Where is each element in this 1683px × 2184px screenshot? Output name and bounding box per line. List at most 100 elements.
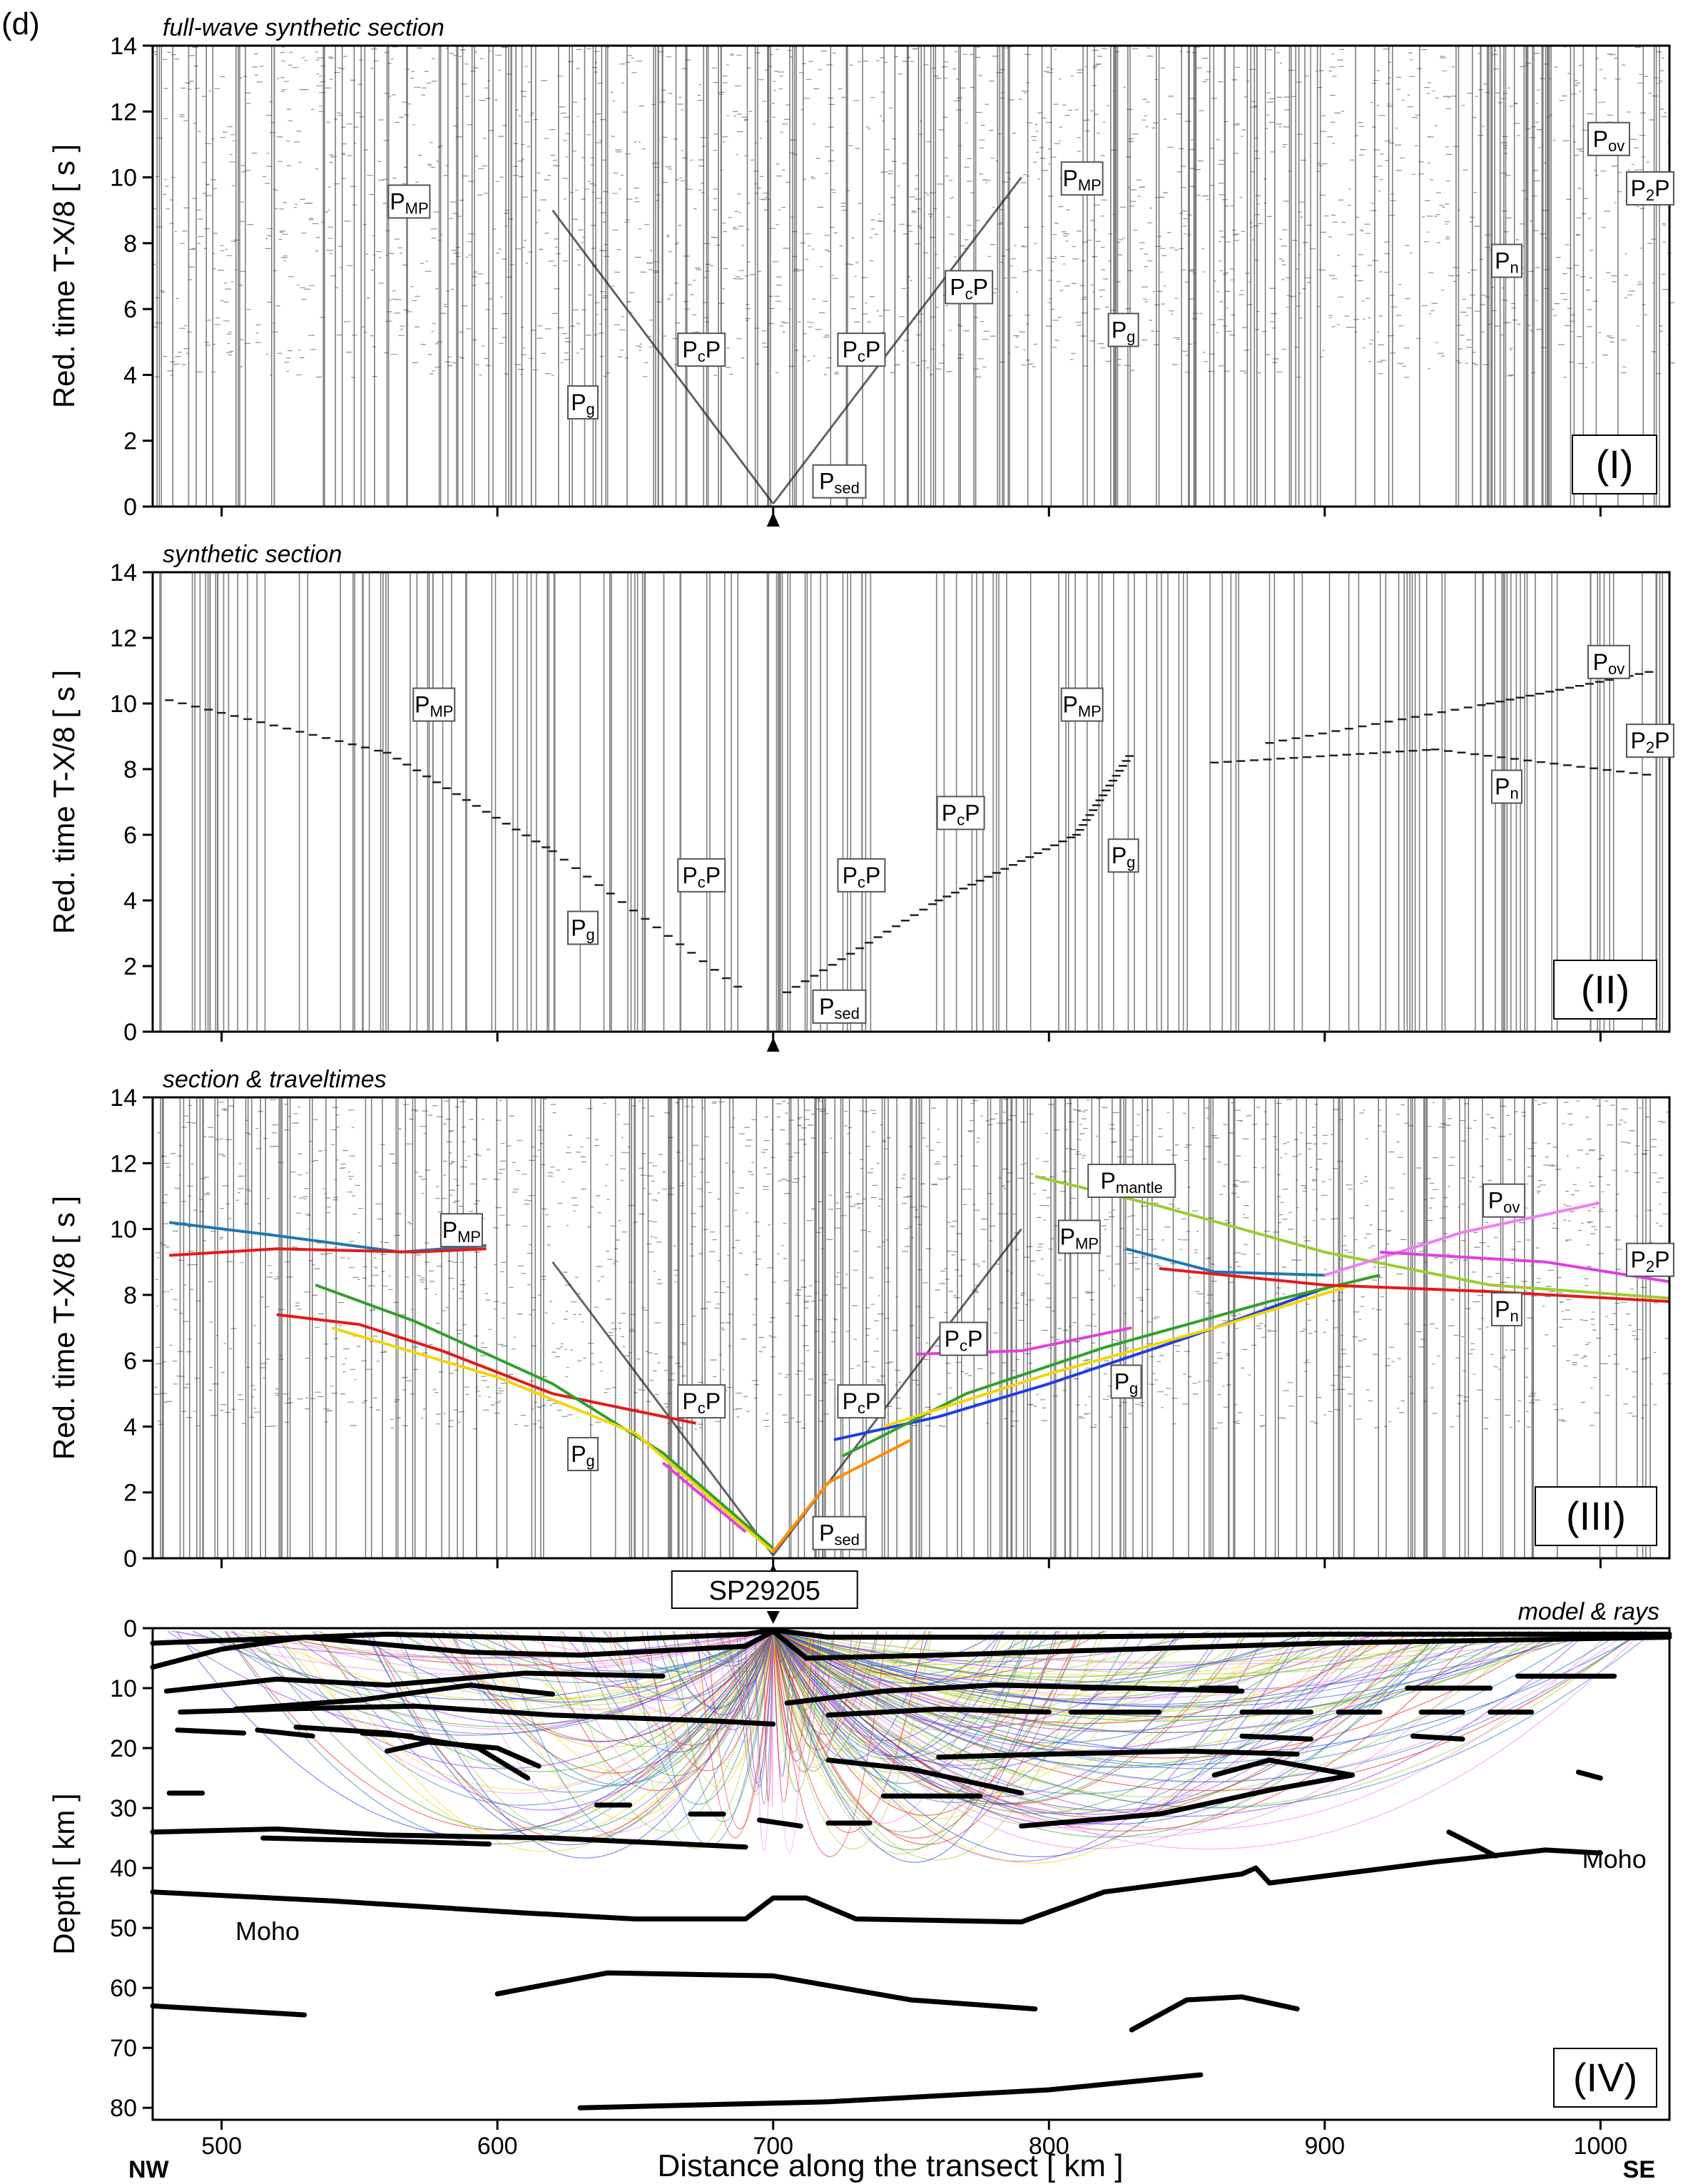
phase-label-box: [1625, 171, 1674, 206]
trace-group: [159, 572, 1664, 1032]
phase-label-text: PcP: [945, 1326, 983, 1354]
phase-label-text: Pov: [1593, 126, 1625, 155]
ray-path: [538, 1630, 774, 1792]
ray-path: [773, 1629, 1505, 1705]
phase-label-box: [1490, 769, 1522, 804]
y-tick-label: 20: [110, 1735, 137, 1762]
panel-section-traveltimes: 0 2 4 6 8 10 12 14 section & traveltimes Red. tim…: [47, 1066, 1674, 1578]
y-tick-label: 8: [123, 230, 137, 258]
phase-label-text: Pg: [571, 1441, 595, 1470]
model-interface: [1446, 1829, 1498, 1859]
traveltime-curve: [772, 1438, 912, 1553]
ray-path: [773, 1630, 1642, 1782]
y-tick-label: 14: [110, 33, 137, 60]
ray-path: [641, 1630, 774, 1772]
ray-path: [773, 1630, 1559, 1759]
plot-frame: [151, 1627, 1671, 2121]
ray-path: [773, 1630, 795, 1803]
y-tick-label: 4: [123, 888, 137, 915]
ray-path: [773, 1630, 1473, 1768]
phase-subscript: g: [1127, 853, 1135, 871]
phase-subscript: sed: [834, 1005, 859, 1022]
phase-suffix: P: [865, 337, 880, 362]
phase-label-text: Pg: [571, 915, 595, 943]
phase-suffix: P: [965, 800, 980, 826]
phase-label-text: Pn: [1495, 1296, 1519, 1325]
model-interface: [150, 1847, 1603, 1925]
y-axis-label: Depth [ km ]: [47, 1793, 81, 1954]
phase-label-text: P2P: [1630, 1247, 1669, 1276]
phase-label: Pg: [1110, 1364, 1142, 1399]
ray-path: [773, 1630, 1032, 1784]
trace-group: [153, 45, 1675, 507]
phase-label: P2P: [1625, 723, 1674, 758]
phase-label-text: PcP: [682, 1388, 721, 1417]
phase-subscript: n: [1510, 785, 1518, 803]
ray-path: [718, 1630, 774, 1687]
ray-path: [773, 1630, 1292, 1864]
phase-base: P: [1062, 692, 1077, 718]
phase-label: Pg: [567, 910, 599, 945]
phase-label-text: PMP: [415, 692, 453, 721]
ray-path: [706, 1630, 774, 1829]
phase-label-box: [1060, 687, 1104, 722]
se-end-label: SE: [1623, 2156, 1655, 2183]
phase-subscript: MP: [1078, 703, 1102, 721]
model-interface: [1575, 1769, 1603, 1781]
traveltime-curve: [661, 1461, 747, 1533]
phase-subscript: ov: [1503, 1199, 1520, 1217]
ray-path: [413, 1630, 774, 1710]
phase-subscript: c: [965, 285, 973, 303]
ray-path: [773, 1630, 1100, 1861]
phase-base: P: [415, 692, 429, 718]
ray-path: [773, 1630, 1638, 1808]
phase-suffix: P: [706, 1388, 721, 1414]
phase-label: Pov: [1587, 121, 1630, 156]
panel-id-box: [1553, 960, 1657, 1020]
moho-label: Moho: [235, 1916, 300, 1946]
phase-label-box: [837, 1384, 886, 1419]
phase-label: Pov: [1587, 644, 1630, 679]
phase-label: Psed: [812, 1515, 867, 1550]
phase-label-text: PcP: [942, 800, 980, 828]
ray-path: [773, 1630, 1434, 1732]
ray-path: [773, 1630, 813, 1678]
phase-subscript: mantle: [1116, 1179, 1163, 1197]
model-interface: [1410, 1733, 1465, 1742]
phase-label: PcP: [677, 332, 726, 367]
phase-base: P: [843, 863, 858, 888]
seismic-traces: [159, 572, 1664, 1032]
phase-base: P: [1495, 248, 1510, 274]
phase-base: P: [1114, 1368, 1129, 1394]
shot-marker: [766, 1611, 780, 1624]
y-tick-label: 40: [110, 1855, 137, 1882]
phase-label-box: [1107, 313, 1139, 347]
phase-label-box: [567, 910, 599, 945]
phase-label: Psed: [812, 989, 867, 1024]
ray-path: [364, 1630, 774, 1832]
phase-suffix: P: [1654, 1247, 1669, 1273]
y-tick-label: 14: [110, 559, 137, 586]
phase-label-text: Pov: [1593, 649, 1625, 678]
ray-path: [223, 1629, 773, 1659]
ray-path: [773, 1630, 815, 1753]
panel-title: full-wave synthetic section: [163, 14, 444, 41]
phase-suffix: P: [706, 863, 721, 888]
model-interface: [233, 1682, 555, 1712]
phase-label-text: PMP: [390, 188, 428, 217]
phase-base: P: [1112, 843, 1127, 868]
phase-label: P2P: [1625, 1242, 1674, 1277]
y-tick-label: 6: [123, 296, 137, 323]
phase-label-box: [1587, 644, 1630, 679]
synthetic-wavelets: [165, 671, 1654, 994]
phase-label-box: [945, 270, 994, 305]
ray-path: [773, 1630, 1450, 1825]
phase-label-box: [1087, 1163, 1176, 1198]
phase-label: PMP: [1057, 1219, 1101, 1254]
ray-path: [773, 1630, 1631, 1783]
phase-label-text: Psed: [819, 469, 860, 497]
ray-path: [773, 1629, 1574, 1663]
phase-label-text: Pn: [1495, 248, 1519, 277]
phase-label: PMP: [1060, 687, 1104, 722]
